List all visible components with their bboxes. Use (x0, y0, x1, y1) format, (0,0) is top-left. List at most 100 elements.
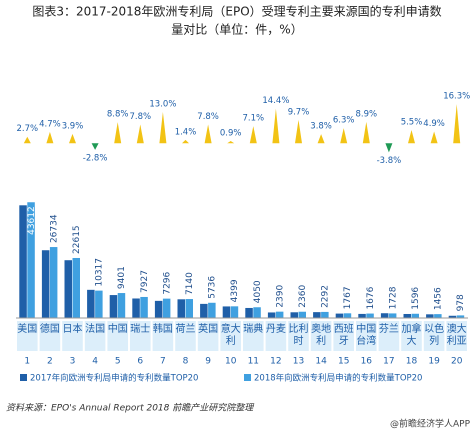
bar-2018 (117, 293, 126, 318)
bar-2018 (230, 306, 239, 318)
x-tick-label: 瑞典 (243, 322, 263, 335)
watermark: @前瞻经济学人APP (390, 418, 471, 430)
x-tick-label: 中国 (108, 322, 128, 335)
bar-2017 (267, 312, 276, 318)
chart-title-line2: 量对比（单位：件，%） (171, 22, 302, 37)
rank-label: 19 (428, 357, 440, 367)
category-box (288, 321, 309, 351)
bar-2017 (177, 299, 185, 318)
x-tick-label: 以色列 (424, 322, 444, 347)
growth-label: 16.3% (443, 92, 470, 102)
growth-label: 3.8% (310, 122, 332, 132)
bar-value-label: 22615 (72, 225, 82, 254)
growth-label: 6.3% (333, 116, 355, 126)
growth-label: 4.7% (39, 119, 61, 129)
growth-triangle (46, 131, 54, 144)
growth-label: -2.8% (83, 153, 108, 163)
x-tick-label: 奥地利 (311, 322, 331, 347)
x-tick-label: 芬兰 (379, 322, 399, 335)
bar-2018 (321, 311, 329, 318)
growth-label: 7.1% (242, 114, 264, 124)
growth-triangle (159, 112, 167, 144)
bar-2017 (335, 313, 344, 318)
category-box (243, 321, 264, 351)
rank-label: 20 (451, 357, 463, 367)
rank-label: 12 (270, 357, 281, 367)
bar-2017 (380, 313, 389, 318)
growth-triangle (136, 124, 144, 144)
x-tick-label: 英国 (198, 322, 218, 335)
growth-triangle (272, 108, 280, 144)
category-box (333, 321, 354, 351)
x-tick-label: 法国 (85, 322, 105, 335)
bar-2017 (245, 307, 253, 318)
category-box (130, 321, 151, 351)
bar-value-label: 2390 (275, 284, 285, 307)
rank-label: 10 (225, 357, 237, 367)
growth-label: 7.8% (197, 112, 219, 122)
rank-label: 7 (160, 357, 166, 367)
growth-triangle (69, 133, 76, 144)
bar-2017 (290, 312, 298, 318)
x-tick-label: 意大利 (221, 322, 241, 347)
growth-label: 8.9% (355, 109, 377, 119)
growth-triangle (204, 124, 212, 144)
rank-label: 2 (47, 357, 53, 367)
growth-triangle (249, 126, 257, 144)
category-box (356, 321, 377, 351)
category-box (423, 321, 445, 351)
legend-label: 2017年向欧洲专利局申请的专利数量TOP20 (30, 373, 198, 384)
growth-label: 7.8% (129, 112, 151, 122)
bar-2017 (41, 250, 50, 318)
bar-value-label: 2292 (321, 285, 331, 308)
rank-label: 18 (406, 357, 418, 367)
bar-2018 (72, 257, 80, 318)
bar-2018 (27, 202, 35, 318)
bar-2018 (253, 307, 261, 318)
source: 资料来源：EPO's Annual Report 2018 前瞻产业研究院整理 (6, 403, 255, 414)
bar-value-label: 10317 (95, 258, 105, 287)
bar-2018 (208, 302, 216, 318)
x-tick-label: 加拿大 (402, 322, 422, 347)
growth-label: 4.9% (423, 119, 445, 129)
x-tick-label: 中国台湾 (356, 322, 376, 347)
category-box (17, 321, 38, 351)
bar-2018 (162, 298, 171, 318)
bar-value-label: 978 (456, 294, 466, 311)
x-tick-label: 澳大利亚 (447, 322, 467, 347)
growth-label: 5.5% (401, 118, 423, 128)
x-tick-label: 比利时 (289, 323, 309, 347)
bar-2017 (222, 306, 231, 318)
rank-label: 5 (115, 357, 121, 367)
bar-2018 (275, 311, 284, 318)
bar-2017 (132, 298, 140, 318)
category-box (378, 321, 400, 351)
bar-2017 (448, 315, 457, 318)
growth-triangle (430, 131, 438, 144)
growth-label: 9.7% (288, 107, 310, 117)
bar-value-label: 2360 (298, 285, 308, 308)
bar-value-label: 1456 (434, 287, 444, 310)
x-tick-label: 荷兰 (176, 322, 196, 335)
growth-triangle (295, 119, 302, 144)
bar-2018 (95, 290, 103, 318)
rank-label: 4 (92, 357, 98, 367)
growth-triangle (91, 143, 99, 150)
bar-2017 (154, 300, 163, 318)
bar-2018 (411, 313, 419, 318)
rank-label: 1 (24, 357, 30, 367)
growth-triangle (385, 143, 393, 153)
bar-2018 (298, 311, 306, 318)
category-box (446, 321, 467, 351)
bar-2017 (19, 205, 27, 318)
bar-2017 (87, 289, 95, 318)
rank-label: 3 (70, 357, 76, 367)
bar-value-label: 4399 (230, 279, 240, 302)
category-box (107, 321, 128, 351)
bar-2017 (200, 303, 208, 318)
rank-label: 6 (137, 357, 143, 367)
bar-2017 (109, 295, 118, 318)
growth-triangle (317, 134, 325, 144)
bar-2018 (434, 314, 442, 318)
